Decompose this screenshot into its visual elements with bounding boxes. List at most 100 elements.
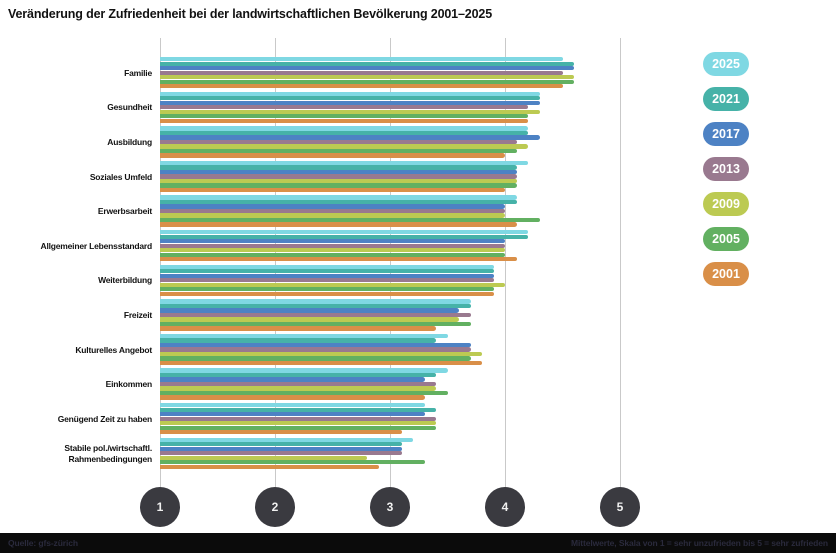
gridline-5 [619,38,621,487]
bar-2001 [160,187,505,193]
bar-2021 [160,372,436,378]
bar-2013 [160,105,528,110]
bar-2001 [160,430,402,435]
bar-2017 [160,308,459,313]
bar-2005 [160,425,436,430]
bar-2005 [160,287,494,292]
bar-2001 [160,222,517,227]
x-axis-tick-2: 2 [255,487,295,527]
bar-2009 [160,351,482,357]
bar-2001 [160,153,505,158]
bar-2009 [160,75,574,80]
bar-2017 [160,377,425,382]
category-label: Erwerbsarbeit [97,206,152,217]
category-label: Familie [124,67,152,78]
bar-2001 [160,360,482,366]
bar-2021 [160,61,574,66]
bar-2017 [160,412,425,417]
bar-2005 [160,148,517,154]
bar-2005 [160,390,448,396]
bar-2013 [160,381,436,387]
gridline-4 [504,38,506,487]
category-label: Freizeit [123,309,152,320]
bar-2001 [160,291,494,296]
legend-item-2013: 2013 [703,157,749,181]
bar-2017 [160,239,505,244]
category-label: Einkommen [105,379,153,390]
legend-item-2025: 2025 [703,52,749,76]
bar-2009 [160,144,528,149]
bar-2005 [160,217,540,223]
legend-item-2017: 2017 [703,122,749,146]
legend-item-2001: 2001 [703,262,749,286]
bar-2001 [160,326,436,331]
bar-2009 [160,213,505,218]
bar-2005 [160,356,471,361]
bar-2025 [160,264,494,269]
bar-2017 [160,135,540,140]
x-axis-tick-3: 3 [370,487,410,527]
bar-2021 [160,269,494,274]
bar-2013 [160,312,471,318]
bar-2021 [160,303,471,309]
bar-2021 [160,165,517,170]
bar-2013 [160,278,494,283]
bar-2001 [160,118,528,123]
bar-2013 [160,174,517,179]
bar-2017 [160,169,517,175]
category-label: Ausbildung [107,136,152,147]
category-label: Gesundheit [107,102,152,113]
bar-2017 [160,342,471,348]
bar-2025 [160,160,528,166]
bar-2005 [160,114,528,119]
bar-2013 [160,243,505,248]
category-label: Soziales Umfeld [89,171,152,182]
bar-2021 [160,130,528,136]
category-label: Stabile pol./wirtschaftl. Rahmenbedingun… [64,443,152,464]
bar-2017 [160,66,574,71]
gridline-1 [159,38,161,487]
bar-2009 [160,455,367,460]
bar-2009 [160,248,505,253]
bar-2017 [160,100,540,105]
bar-2001 [160,464,379,469]
bar-2005 [160,321,471,327]
bar-2021 [160,338,436,343]
bar-2021 [160,234,528,239]
gridline-2 [274,38,276,487]
bar-2005 [160,252,505,257]
bar-2009 [160,386,436,391]
bar-2013 [160,451,402,456]
bar-2025 [160,333,448,339]
bar-2025 [160,57,563,62]
x-axis-tick-1: 1 [140,487,180,527]
bar-2009 [160,421,436,426]
bar-2021 [160,407,436,412]
x-axis-tick-4: 4 [485,487,525,527]
category-label: Weiterbildung [98,275,152,286]
bar-2021 [160,96,540,101]
gridline-3 [389,38,391,487]
category-label: Allgemeiner Lebensstandard [40,240,153,251]
bar-2013 [160,70,563,75]
bar-2001 [160,257,517,262]
bar-2013 [160,208,505,214]
category-label: Genügend Zeit zu haben [57,413,152,424]
bar-2013 [160,347,471,352]
bar-2025 [160,368,448,373]
bar-2001 [160,395,425,400]
bar-2017 [160,273,494,278]
chart-title: Veränderung der Zufriedenheit bei der la… [8,7,492,21]
bar-2005 [160,460,425,465]
x-axis-tick-5: 5 [600,487,640,527]
scale-note: Mittelwerte, Skala von 1 = sehr unzufrie… [571,538,828,548]
bar-2001 [160,84,563,89]
bar-2025 [160,126,528,131]
bar-2005 [160,183,517,188]
bar-2013 [160,139,517,145]
bar-2013 [160,416,436,421]
bar-2017 [160,204,505,209]
bar-2017 [160,446,402,451]
